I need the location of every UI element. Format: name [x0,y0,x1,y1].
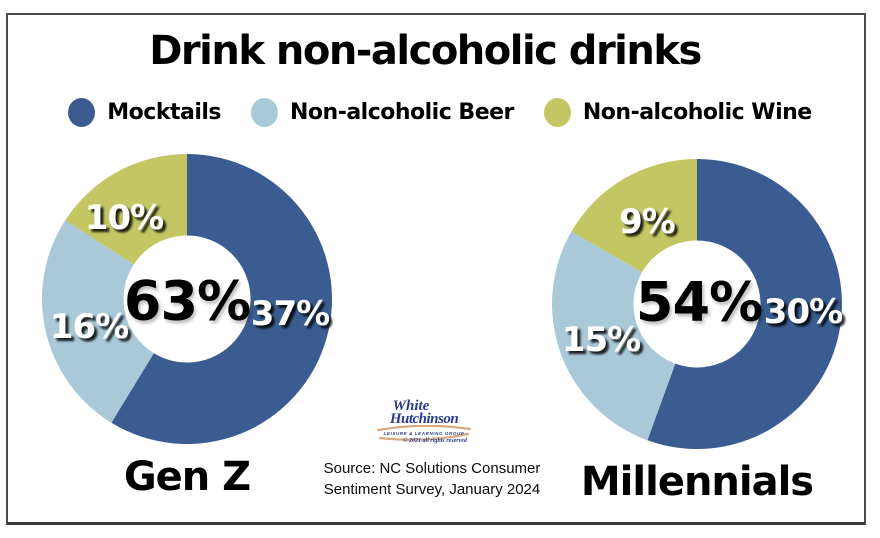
donut-gen-z-svg [42,154,332,444]
logo-copyright: © 2021 all rights reserved [403,438,467,444]
donut-slice-mocktails [111,154,332,444]
millennials-na-beer-value-label: 15% [561,320,641,360]
source-line-2: Sentiment Survey, January 2024 [323,481,541,498]
donut-slice-non-alcoholic-wine [65,154,187,265]
logo-text-hutchinson: Hutchinson [389,411,459,427]
millennials-mocktails-value-label: 30% [763,292,843,332]
legend-item-na-beer: Non-alcoholic Beer [251,98,514,127]
white-hutchinson-logo: White Hutchinson LEISURE & LEARNING GROU… [374,399,474,444]
legend-label-na-beer: Non-alcoholic Beer [290,100,514,125]
donut-slice-non-alcoholic-wine [571,159,697,273]
gen-z-group-label: Gen Z [123,454,251,500]
gen-z-na-beer-value-label: 16% [49,307,129,347]
millennials-na-wine-value-label: 9% [619,202,676,242]
source-attribution: Source: NC Solutions Consumer Sentiment … [312,458,552,500]
donut-chart-gen-z: 63% 37% 16% 10% Gen Z [42,154,332,500]
gen-z-mocktails-value-label: 37% [250,294,330,334]
gen-z-na-wine-value-label: 10% [84,198,164,238]
donut-slice-non-alcoholic-beer [42,220,154,423]
donut-millennials-svg [552,159,842,449]
logo-text-white: White [392,398,430,414]
gen-z-total-label: 63% [123,269,251,333]
legend-item-na-wine: Non-alcoholic Wine [543,98,812,127]
legend-label-na-wine: Non-alcoholic Wine [582,100,812,125]
logo-subtext: LEISURE & LEARNING GROUP [384,431,465,436]
page-title: Drink non-alcoholic drinks [149,28,702,74]
mocktails-color-dot-icon [68,98,96,127]
donut-chart-millennials: 54% 30% 15% 9% Millennials [552,159,843,505]
millennials-group-label: Millennials [580,459,814,505]
logo-swoosh-icon: LEISURE & LEARNING GROUP [376,425,472,441]
legend-item-mocktails: Mocktails [68,98,221,127]
legend-label-mocktails: Mocktails [107,100,221,125]
na-wine-color-dot-icon [543,98,571,127]
millennials-total-label: 54% [635,270,763,334]
legend: Mocktails Non-alcoholic Beer Non-alcohol… [0,98,880,127]
donut-slice-mocktails [647,159,842,449]
source-line-1: Source: NC Solutions Consumer [323,460,541,477]
na-beer-color-dot-icon [251,98,278,127]
donut-slice-non-alcoholic-beer [552,231,676,441]
